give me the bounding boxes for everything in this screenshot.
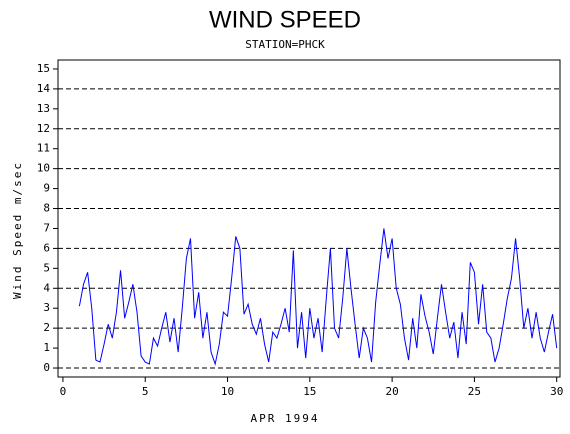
x-tick-label: 30 — [550, 385, 563, 398]
y-tick-label: 7 — [43, 221, 50, 234]
y-tick-label: 9 — [43, 182, 50, 195]
y-tick-label: 2 — [43, 321, 50, 334]
x-tick-label: 15 — [303, 385, 316, 398]
y-tick-label: 4 — [43, 281, 50, 294]
x-tick-label: 0 — [60, 385, 67, 398]
y-tick-label: 0 — [43, 361, 50, 374]
y-axis-label: Wind Speed m/sec — [11, 161, 24, 299]
plot-frame — [57, 59, 561, 378]
y-tick-label: 10 — [37, 162, 50, 175]
y-tick-label: 1 — [43, 341, 50, 354]
y-tick-label: 15 — [37, 62, 50, 75]
y-tick-label: 8 — [43, 202, 50, 215]
chart-title: WIND SPEED — [209, 6, 361, 33]
y-tick-label: 11 — [37, 142, 50, 155]
y-tick-label: 14 — [37, 82, 51, 95]
y-tick-label: 13 — [37, 102, 50, 115]
y-tick-label: 6 — [43, 241, 50, 254]
chart-subtitle: STATION=PHCK — [245, 38, 325, 51]
x-tick-label: 10 — [221, 385, 234, 398]
y-tick-label: 3 — [43, 301, 50, 314]
x-tick-label: 25 — [468, 385, 481, 398]
y-tick-label: 5 — [43, 261, 50, 274]
x-tick-label: 20 — [385, 385, 398, 398]
x-axis-label: APR 1994 — [251, 412, 320, 425]
data-line — [78, 228, 558, 366]
y-tick-label: 12 — [37, 122, 50, 135]
x-tick-label: 5 — [142, 385, 149, 398]
